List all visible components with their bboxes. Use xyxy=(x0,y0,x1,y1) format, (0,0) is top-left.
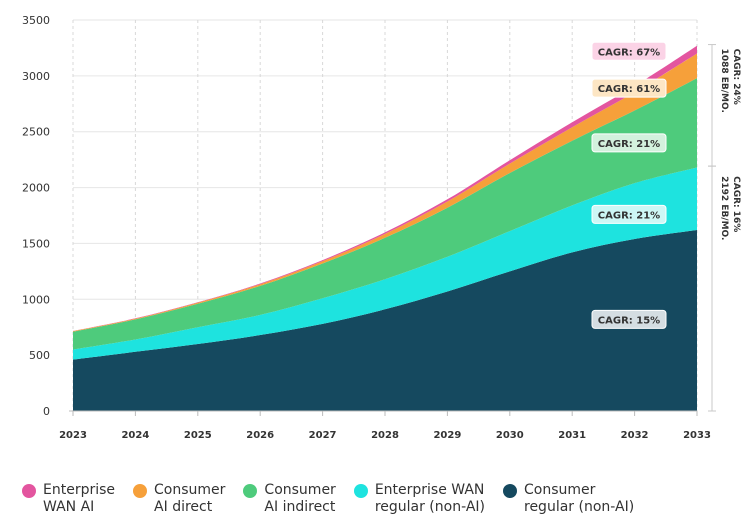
cagr-label: CAGR: 21% xyxy=(591,204,667,224)
cagr-label: CAGR: 61% xyxy=(591,78,667,98)
x-tick-label: 2027 xyxy=(309,430,337,441)
x-tick-label: 2023 xyxy=(59,430,87,441)
x-tick-label: 2033 xyxy=(683,430,711,441)
legend-label: Consumer regular (non-AI) xyxy=(524,482,635,515)
x-axis: 2023 2024 2025 2026 2027 2028 2029 2030 2031 2032… xyxy=(59,410,711,441)
legend-item: Enterprise WAN regular (non-AI) xyxy=(353,482,485,516)
y-tick-label: 3500 xyxy=(22,14,50,27)
cagr-label-box xyxy=(591,78,667,98)
area-series xyxy=(73,45,697,411)
legend-swatch xyxy=(243,484,258,498)
legend-item: Consumer regular (non-AI) xyxy=(503,482,634,516)
y-axis: 0 500 1000 1500 2000 2500 3000 3500 xyxy=(22,14,50,418)
legend-label: Enterprise WAN regular (non-AI) xyxy=(374,482,485,515)
y-tick-label: 1500 xyxy=(22,237,50,250)
legend-item: Consumer AI indirect xyxy=(243,482,336,516)
y-tick-label: 3000 xyxy=(22,70,50,83)
legend-item: Enterprise WAN AI xyxy=(22,482,115,516)
x-tick-label: 2030 xyxy=(496,430,524,441)
side-label-text: CAGR: 24% xyxy=(731,49,741,105)
legend-label: Enterprise WAN AI xyxy=(43,482,116,515)
area-enterprise-wan-regular-non-ai xyxy=(73,167,697,360)
cagr-label: CAGR: 67% xyxy=(591,41,667,61)
side-label-text: 2192 EB/MO. xyxy=(719,176,729,240)
legend-swatch xyxy=(353,484,368,498)
cagr-label: CAGR: 21% xyxy=(591,133,667,153)
y-tick-label: 2000 xyxy=(22,182,50,195)
cagr-label-text: CAGR: 61% xyxy=(598,84,660,95)
cagr-label-text: CAGR: 21% xyxy=(598,210,660,221)
legend-swatch xyxy=(503,484,517,498)
x-tick-label: 2031 xyxy=(558,430,586,441)
x-tick-label: 2032 xyxy=(621,430,649,441)
side-label-text: CAGR: 16% xyxy=(731,176,741,232)
cagr-label-text: CAGR: 67% xyxy=(598,47,660,58)
y-tick-label: 0 xyxy=(43,405,50,418)
cagr-label-box xyxy=(591,309,667,329)
legend-label: Consumer AI direct xyxy=(154,482,226,515)
y-tick-label: 500 xyxy=(29,349,50,362)
area-consumer-regular-non-ai xyxy=(73,230,697,411)
cagr-label-text: CAGR: 15% xyxy=(598,315,660,326)
cagr-label-box xyxy=(591,204,667,224)
legend-label: Consumer AI indirect xyxy=(264,482,336,515)
y-tick-label: 2500 xyxy=(22,126,50,139)
x-tick-label: 2028 xyxy=(371,430,399,441)
cagr-label-box xyxy=(591,133,667,153)
cagr-label: CAGR: 15% xyxy=(591,309,667,329)
legend-swatch xyxy=(133,484,148,498)
legend-swatch xyxy=(22,484,36,498)
x-tick-label: 2025 xyxy=(184,430,212,441)
side-label-text: 1088 EB/MO. xyxy=(719,49,729,113)
x-tick-label: 2029 xyxy=(433,430,461,441)
area-consumer-ai-indirect xyxy=(73,78,697,350)
cagr-label-text: CAGR: 21% xyxy=(598,139,660,150)
cagr-label-box xyxy=(591,41,667,61)
x-tick-label: 2024 xyxy=(121,430,149,441)
legend: Enterprise WAN AI Consumer AI direct Consu… xyxy=(22,482,652,516)
side-brackets: 1088 EB/MO. CAGR: 24% 2192 EB/MO. CAGR: 16% xyxy=(708,44,741,412)
cagr-annotations: CAGR: 67% CAGR: 61% CAGR: 21% CAGR: 21% CAGR… xyxy=(591,41,667,329)
x-tick-label: 2026 xyxy=(246,430,274,441)
y-tick-label: 1000 xyxy=(22,293,50,306)
legend-item: Consumer AI direct xyxy=(133,482,225,516)
